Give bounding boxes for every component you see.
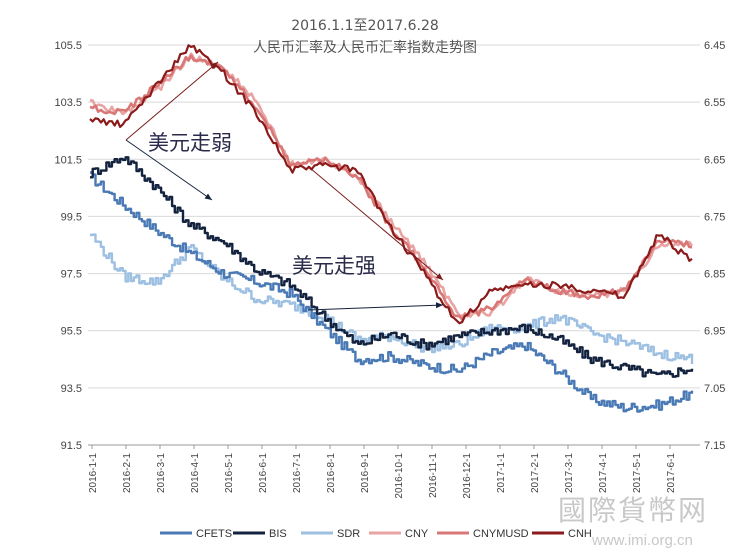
legend-label: CNY — [405, 528, 429, 540]
right-axis-ticks: 6.45 6.55 6.65 6.75 6.85 6.95 7.05 7.15 — [704, 40, 725, 452]
arrow-weak-down — [125, 139, 213, 201]
annotation-weak: 美元走弱 — [148, 131, 232, 155]
series-line-sdr — [90, 233, 694, 364]
chart-title: 2016.1.1至2017.6.28 — [291, 18, 439, 34]
legend-label: BIS — [269, 528, 287, 540]
x-tick-label: 2016-1-1 — [88, 453, 99, 493]
x-tick-label: 2016-8-1 — [326, 453, 337, 493]
x-tick-label: 2016-6-1 — [258, 453, 269, 493]
x-axis-ticks: 2016-1-1 2016-2-1 2016-3-1 2016-4-1 2016-5-1… — [88, 445, 677, 499]
x-tick-label: 2017-6-1 — [666, 453, 677, 493]
right-tick-label: 6.65 — [704, 154, 725, 166]
legend-label: CNH — [568, 528, 592, 540]
chart-subtitle: 人民币汇率及人民币汇率指数走势图 — [253, 39, 477, 56]
right-tick-label: 6.55 — [704, 97, 725, 109]
left-tick-label: 95.5 — [61, 326, 82, 338]
x-tick-label: 2017-3-1 — [564, 453, 575, 493]
series-line-cfets — [90, 171, 694, 413]
right-tick-label: 6.75 — [704, 211, 725, 223]
left-tick-label: 101.5 — [54, 154, 82, 166]
x-tick-label: 2017-1-1 — [496, 453, 507, 493]
left-tick-label: 91.5 — [61, 440, 82, 452]
arrow-strong-down — [309, 167, 444, 281]
right-tick-label: 7.15 — [704, 440, 725, 452]
legend: CFETS BIS SDR CNY CNYMUSD CNH — [160, 528, 592, 540]
left-tick-label: 93.5 — [61, 383, 82, 395]
left-tick-label: 97.5 — [61, 269, 82, 281]
watermark-url: www.imi.org.cn — [591, 532, 693, 549]
annotation-strong: 美元走强 — [292, 254, 376, 278]
right-tick-label: 6.95 — [704, 326, 725, 338]
x-tick-label: 2016-3-1 — [156, 453, 167, 493]
x-tick-label: 2017-4-1 — [598, 453, 609, 493]
x-tick-label: 2016-7-1 — [292, 453, 303, 493]
legend-label: CNYMUSD — [473, 528, 529, 540]
series-line-cny — [89, 52, 694, 318]
left-tick-label: 99.5 — [61, 211, 82, 223]
x-tick-label: 2017-5-1 — [632, 453, 643, 493]
right-tick-label: 6.45 — [704, 40, 725, 52]
x-tick-label: 2016-11-1 — [428, 453, 439, 498]
x-tick-label: 2017-2-1 — [530, 453, 541, 493]
arrow-strong-right — [307, 302, 444, 311]
legend-label: SDR — [337, 528, 360, 540]
x-tick-label: 2016-2-1 — [122, 453, 133, 493]
right-tick-label: 6.85 — [704, 269, 725, 281]
right-tick-label: 7.05 — [704, 383, 725, 395]
series-line-cnh — [89, 44, 693, 325]
legend-label: CFETS — [196, 528, 232, 540]
x-tick-label: 2016-5-1 — [224, 453, 235, 493]
x-tick-label: 2016-12-1 — [462, 453, 473, 499]
left-tick-label: 103.5 — [54, 97, 82, 109]
series-lines — [89, 44, 694, 413]
x-tick-label: 2016-4-1 — [190, 453, 201, 493]
x-tick-label: 2016-9-1 — [360, 453, 371, 493]
left-tick-label: 105.5 — [54, 40, 82, 52]
grid-lines — [88, 44, 700, 446]
watermark-logo: 國際貨幣网 — [558, 494, 708, 527]
arrow-weak-up — [125, 61, 219, 141]
x-tick-label: 2016-10-1 — [394, 453, 405, 499]
left-axis-ticks: 105.5 103.5 101.5 99.5 97.5 95.5 93.5 91.5 — [54, 40, 82, 452]
series-line-bis — [90, 156, 694, 378]
series-line-cnymusd — [89, 54, 693, 321]
